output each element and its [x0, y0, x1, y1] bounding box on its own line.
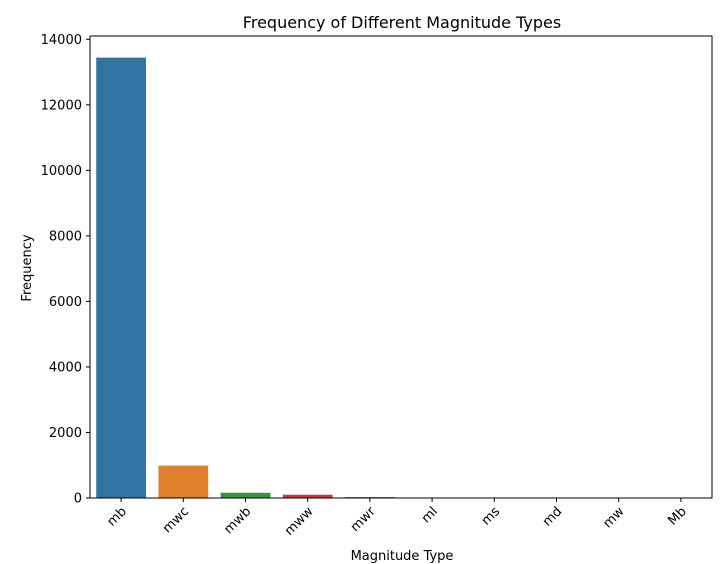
x-tick-label-mw: mw: [600, 504, 627, 531]
x-tick-label-md: md: [540, 504, 565, 529]
y-tick-label: 10000: [41, 164, 82, 179]
bar-mwc: [158, 465, 209, 498]
bar-mww: [282, 494, 333, 498]
bar-mwb: [220, 492, 271, 498]
y-tick-label: 6000: [49, 295, 82, 310]
y-axis-label: Frequency: [20, 234, 35, 301]
x-tick-label-mww: mww: [282, 504, 317, 539]
x-tick-label-mwr: mwr: [348, 504, 379, 535]
plot-frame: [89, 35, 713, 499]
bar-mb: [96, 57, 146, 498]
y-tick-label: 0: [74, 492, 82, 507]
x-tick-label-ml: ml: [419, 504, 441, 526]
y-tick-label: 2000: [49, 426, 82, 441]
x-tick-label-mb: mb: [105, 504, 130, 529]
y-tick-label: 12000: [41, 98, 82, 113]
bars-group: [96, 57, 706, 498]
x-tick-label-Mb: Mb: [665, 504, 689, 528]
y-tick-label: 8000: [49, 229, 82, 244]
x-axis: mb mwc mwb mww mwr ml ms md mw Mb: [105, 498, 690, 539]
chart-title: Frequency of Different Magnitude Types: [243, 13, 561, 32]
x-tick-label-mwc: mwc: [160, 504, 192, 536]
x-tick-label-mwb: mwb: [221, 504, 254, 537]
y-axis: 0 2000 4000 6000 8000 10000 12000 14000: [41, 33, 90, 507]
x-axis-label: Magnitude Type: [351, 549, 454, 564]
y-tick-label: 4000: [49, 360, 82, 375]
y-tick-label: 14000: [41, 33, 82, 48]
x-tick-label-ms: ms: [479, 504, 504, 529]
